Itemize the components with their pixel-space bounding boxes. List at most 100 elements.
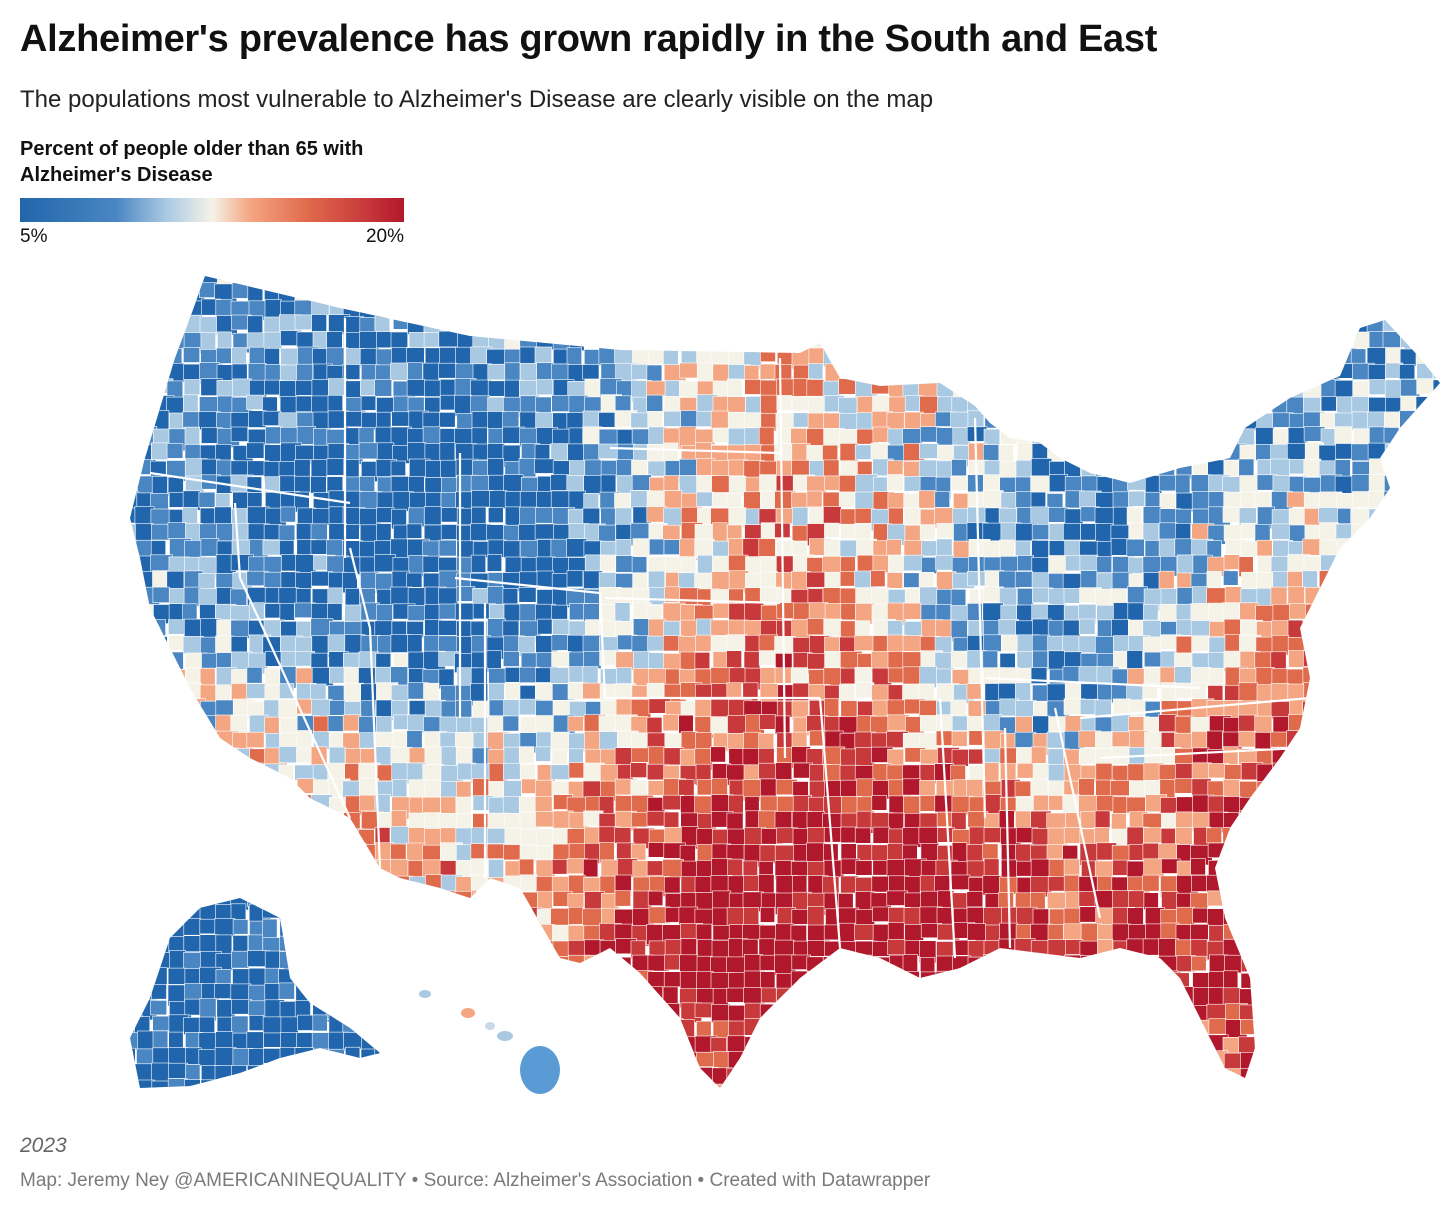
- county-cell: [950, 365, 970, 386]
- county-cell: [1048, 971, 1067, 991]
- county-cell: [1111, 284, 1132, 302]
- county-cell: [183, 1097, 204, 1112]
- county-cell: [1126, 283, 1149, 305]
- county-cell: [1320, 844, 1336, 867]
- county-cell: [1239, 796, 1262, 820]
- county-cell: [584, 331, 607, 347]
- county-cell: [1143, 1068, 1161, 1085]
- county-cell: [1448, 301, 1456, 322]
- county-cell: [1449, 1037, 1456, 1054]
- county-cell: [199, 875, 220, 898]
- county-cell: [1014, 1020, 1034, 1039]
- county-cell: [1366, 1084, 1390, 1088]
- county-cell: [854, 284, 873, 305]
- county-cell: [1384, 908, 1405, 931]
- county-cell: [1080, 365, 1100, 386]
- county-cell: [406, 523, 423, 539]
- county-cell: [567, 1035, 585, 1055]
- county-cell: [1257, 874, 1280, 897]
- county-cell: [888, 1036, 908, 1054]
- county-cell: [487, 972, 507, 995]
- county-cell: [966, 683, 984, 700]
- county-cell: [1353, 1036, 1376, 1055]
- county-cell: [168, 700, 190, 724]
- county-cell: [486, 956, 503, 980]
- county-cell: [1287, 1066, 1304, 1088]
- county-cell: [1064, 411, 1082, 431]
- county-cell: [1287, 906, 1309, 927]
- county-cell: [1095, 276, 1119, 286]
- county-cell: [487, 1083, 508, 1088]
- county-cell: [390, 362, 409, 381]
- county-cell: [423, 506, 442, 526]
- county-cell: [888, 380, 904, 398]
- county-cell: [520, 922, 538, 945]
- county-cell: [950, 986, 973, 1004]
- county-cell: [374, 972, 392, 991]
- county-cell: [1303, 458, 1322, 477]
- county-cell: [249, 780, 270, 797]
- county-cell: [632, 1036, 655, 1054]
- county-cell: [1398, 794, 1418, 811]
- county-cell: [535, 1020, 555, 1043]
- county-cell: [150, 891, 168, 913]
- county-cell: [775, 762, 793, 781]
- county-cell: [584, 276, 602, 289]
- county-cell: [759, 844, 778, 864]
- county-cell: [1288, 650, 1306, 668]
- county-cell: [1160, 284, 1181, 306]
- county-cell: [935, 1066, 959, 1087]
- county-cell: [1000, 1002, 1024, 1019]
- county-cell: [344, 1003, 365, 1021]
- county-cell: [1415, 475, 1435, 495]
- county-cell: [518, 458, 537, 478]
- county-cell: [616, 380, 634, 397]
- county-cell: [1046, 493, 1064, 509]
- county-cell: [680, 876, 697, 896]
- county-cell: [1430, 987, 1440, 1008]
- county-cell: [344, 904, 366, 926]
- county-cell: [518, 938, 534, 961]
- county-cell: [1304, 812, 1326, 829]
- county-cell: [152, 651, 169, 673]
- county-cell: [1207, 364, 1223, 387]
- county-cell: [424, 379, 442, 397]
- county-cell: [935, 276, 958, 288]
- county-cell: [790, 667, 809, 684]
- county-cell: [1241, 923, 1265, 943]
- county-cell: [1431, 332, 1440, 355]
- county-cell: [598, 331, 619, 349]
- county-cell: [806, 379, 825, 397]
- county-cell: [615, 539, 632, 557]
- county-cell: [568, 300, 592, 316]
- county-cell: [152, 586, 170, 604]
- county-cell: [1336, 971, 1354, 994]
- county-cell: [1016, 555, 1034, 572]
- county-cell: [278, 951, 299, 971]
- county-cell: [728, 892, 745, 909]
- county-cell: [1128, 986, 1145, 1010]
- county-cell: [1399, 890, 1416, 912]
- county-cell: [696, 301, 715, 320]
- county-cell: [550, 667, 569, 684]
- county-cell: [1368, 604, 1387, 627]
- county-cell: [726, 634, 748, 652]
- county-cell: [130, 967, 142, 985]
- county-cell: [952, 1053, 968, 1070]
- county-cell: [295, 898, 318, 912]
- county-cell: [1176, 1068, 1198, 1088]
- county-cell: [838, 491, 856, 508]
- county-cell: [1143, 604, 1159, 621]
- county-cell: [390, 1019, 412, 1037]
- county-cell: [1015, 1050, 1035, 1067]
- county-cell: [502, 284, 519, 305]
- county-cell: [311, 300, 330, 316]
- county-cell: [1270, 651, 1287, 670]
- county-cell: [710, 283, 733, 302]
- county-cell: [567, 716, 584, 732]
- county-cell: [438, 587, 459, 607]
- county-cell: [1303, 746, 1323, 765]
- county-cell: [182, 764, 202, 785]
- county-cell: [166, 276, 183, 285]
- county-cell: [536, 891, 553, 910]
